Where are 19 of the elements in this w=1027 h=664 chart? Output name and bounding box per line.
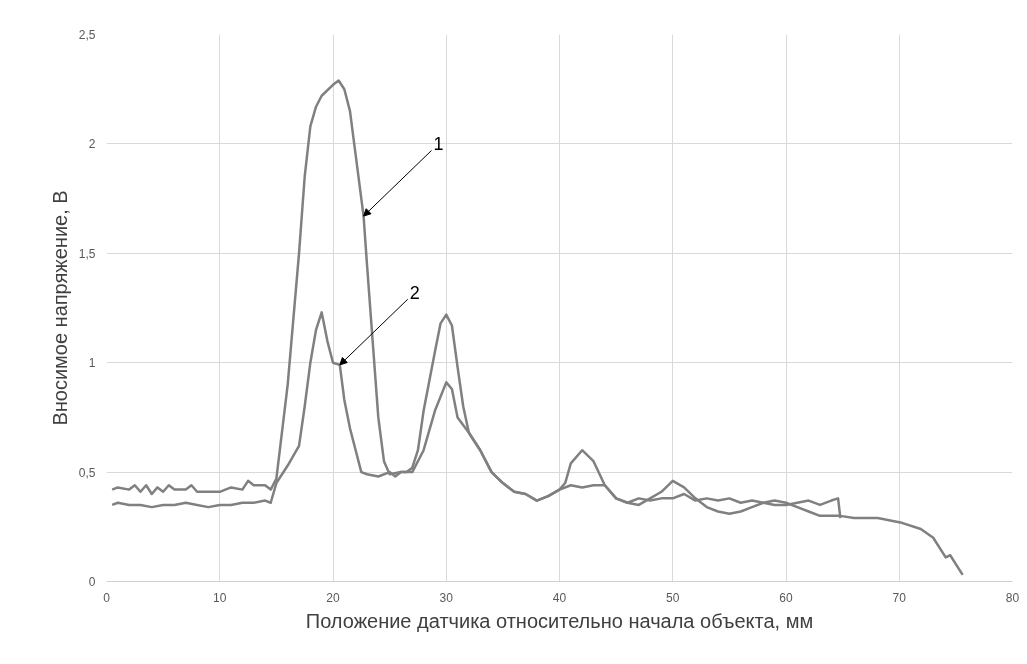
x-tick-label: 30 — [439, 590, 454, 605]
y-axis-title: Вносимое напряжение, В — [48, 190, 71, 426]
y-tick-label: 0,5 — [78, 465, 96, 480]
y-tick-label: 1 — [88, 356, 96, 371]
y-tick-label: 2 — [88, 137, 96, 152]
y-tick-label: 2,5 — [78, 28, 96, 42]
x-tick-label: 0 — [103, 590, 111, 605]
y-tick-label: 1,5 — [78, 246, 96, 261]
x-tick-label: 20 — [326, 590, 340, 605]
y-tick-label: 0 — [88, 575, 96, 589]
annotation: 1 — [433, 134, 444, 155]
x-tick-label: 80 — [1005, 590, 1020, 605]
x-tick-label: 50 — [666, 590, 680, 605]
annotation: 2 — [409, 283, 420, 304]
x-tick-label: 60 — [779, 590, 793, 605]
x-tick-label: 10 — [213, 590, 227, 605]
x-tick-label: 70 — [892, 590, 907, 605]
x-tick-label: 40 — [552, 590, 567, 605]
x-axis-title: Положение датчика относительно начала объекта, мм — [305, 609, 814, 632]
